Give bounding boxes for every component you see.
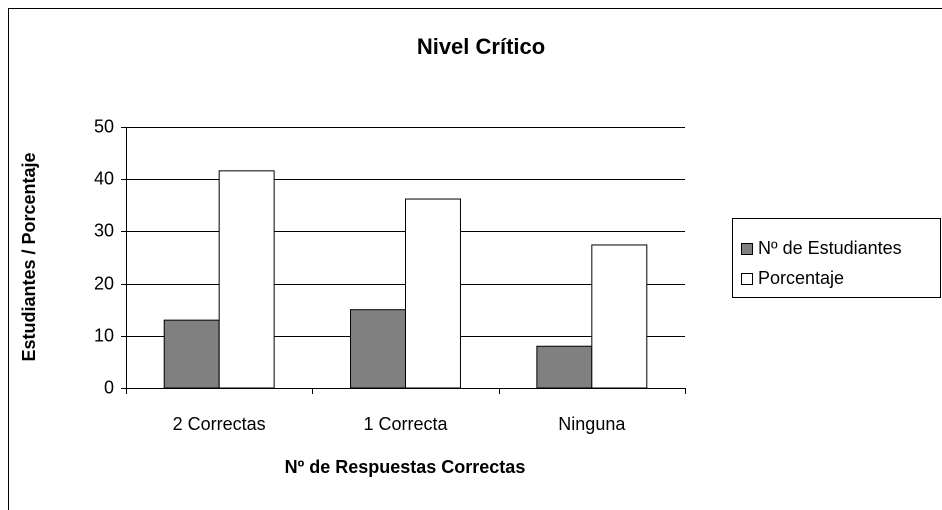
y-axis-label: Estudiantes / Porcentaje: [19, 152, 39, 361]
x-tick-label: 1 Correcta: [363, 414, 448, 434]
legend-label: Porcentaje: [758, 268, 844, 288]
y-tick-label: 0: [104, 377, 114, 397]
bar: [405, 198, 461, 389]
x-tick-label: 2 Correctas: [173, 414, 266, 434]
x-axis-label: Nº de Respuestas Correctas: [285, 457, 526, 477]
x-tick-label: Ninguna: [558, 414, 626, 434]
y-tick-label: 30: [94, 220, 114, 240]
bar: [536, 345, 593, 389]
bar: [163, 319, 220, 389]
bar: [218, 170, 275, 389]
legend-swatch: [741, 273, 753, 285]
chart-title: Nivel Crítico: [417, 34, 545, 59]
legend-swatch: [741, 243, 753, 255]
bar: [350, 309, 407, 389]
y-tick-label: 10: [94, 325, 114, 345]
legend-label: Nº de Estudiantes: [758, 238, 902, 258]
y-tick-label: 20: [94, 273, 114, 293]
bar: [591, 244, 648, 389]
legend-box: [732, 218, 941, 298]
y-tick-label: 40: [94, 168, 114, 188]
y-tick-label: 50: [94, 116, 114, 136]
